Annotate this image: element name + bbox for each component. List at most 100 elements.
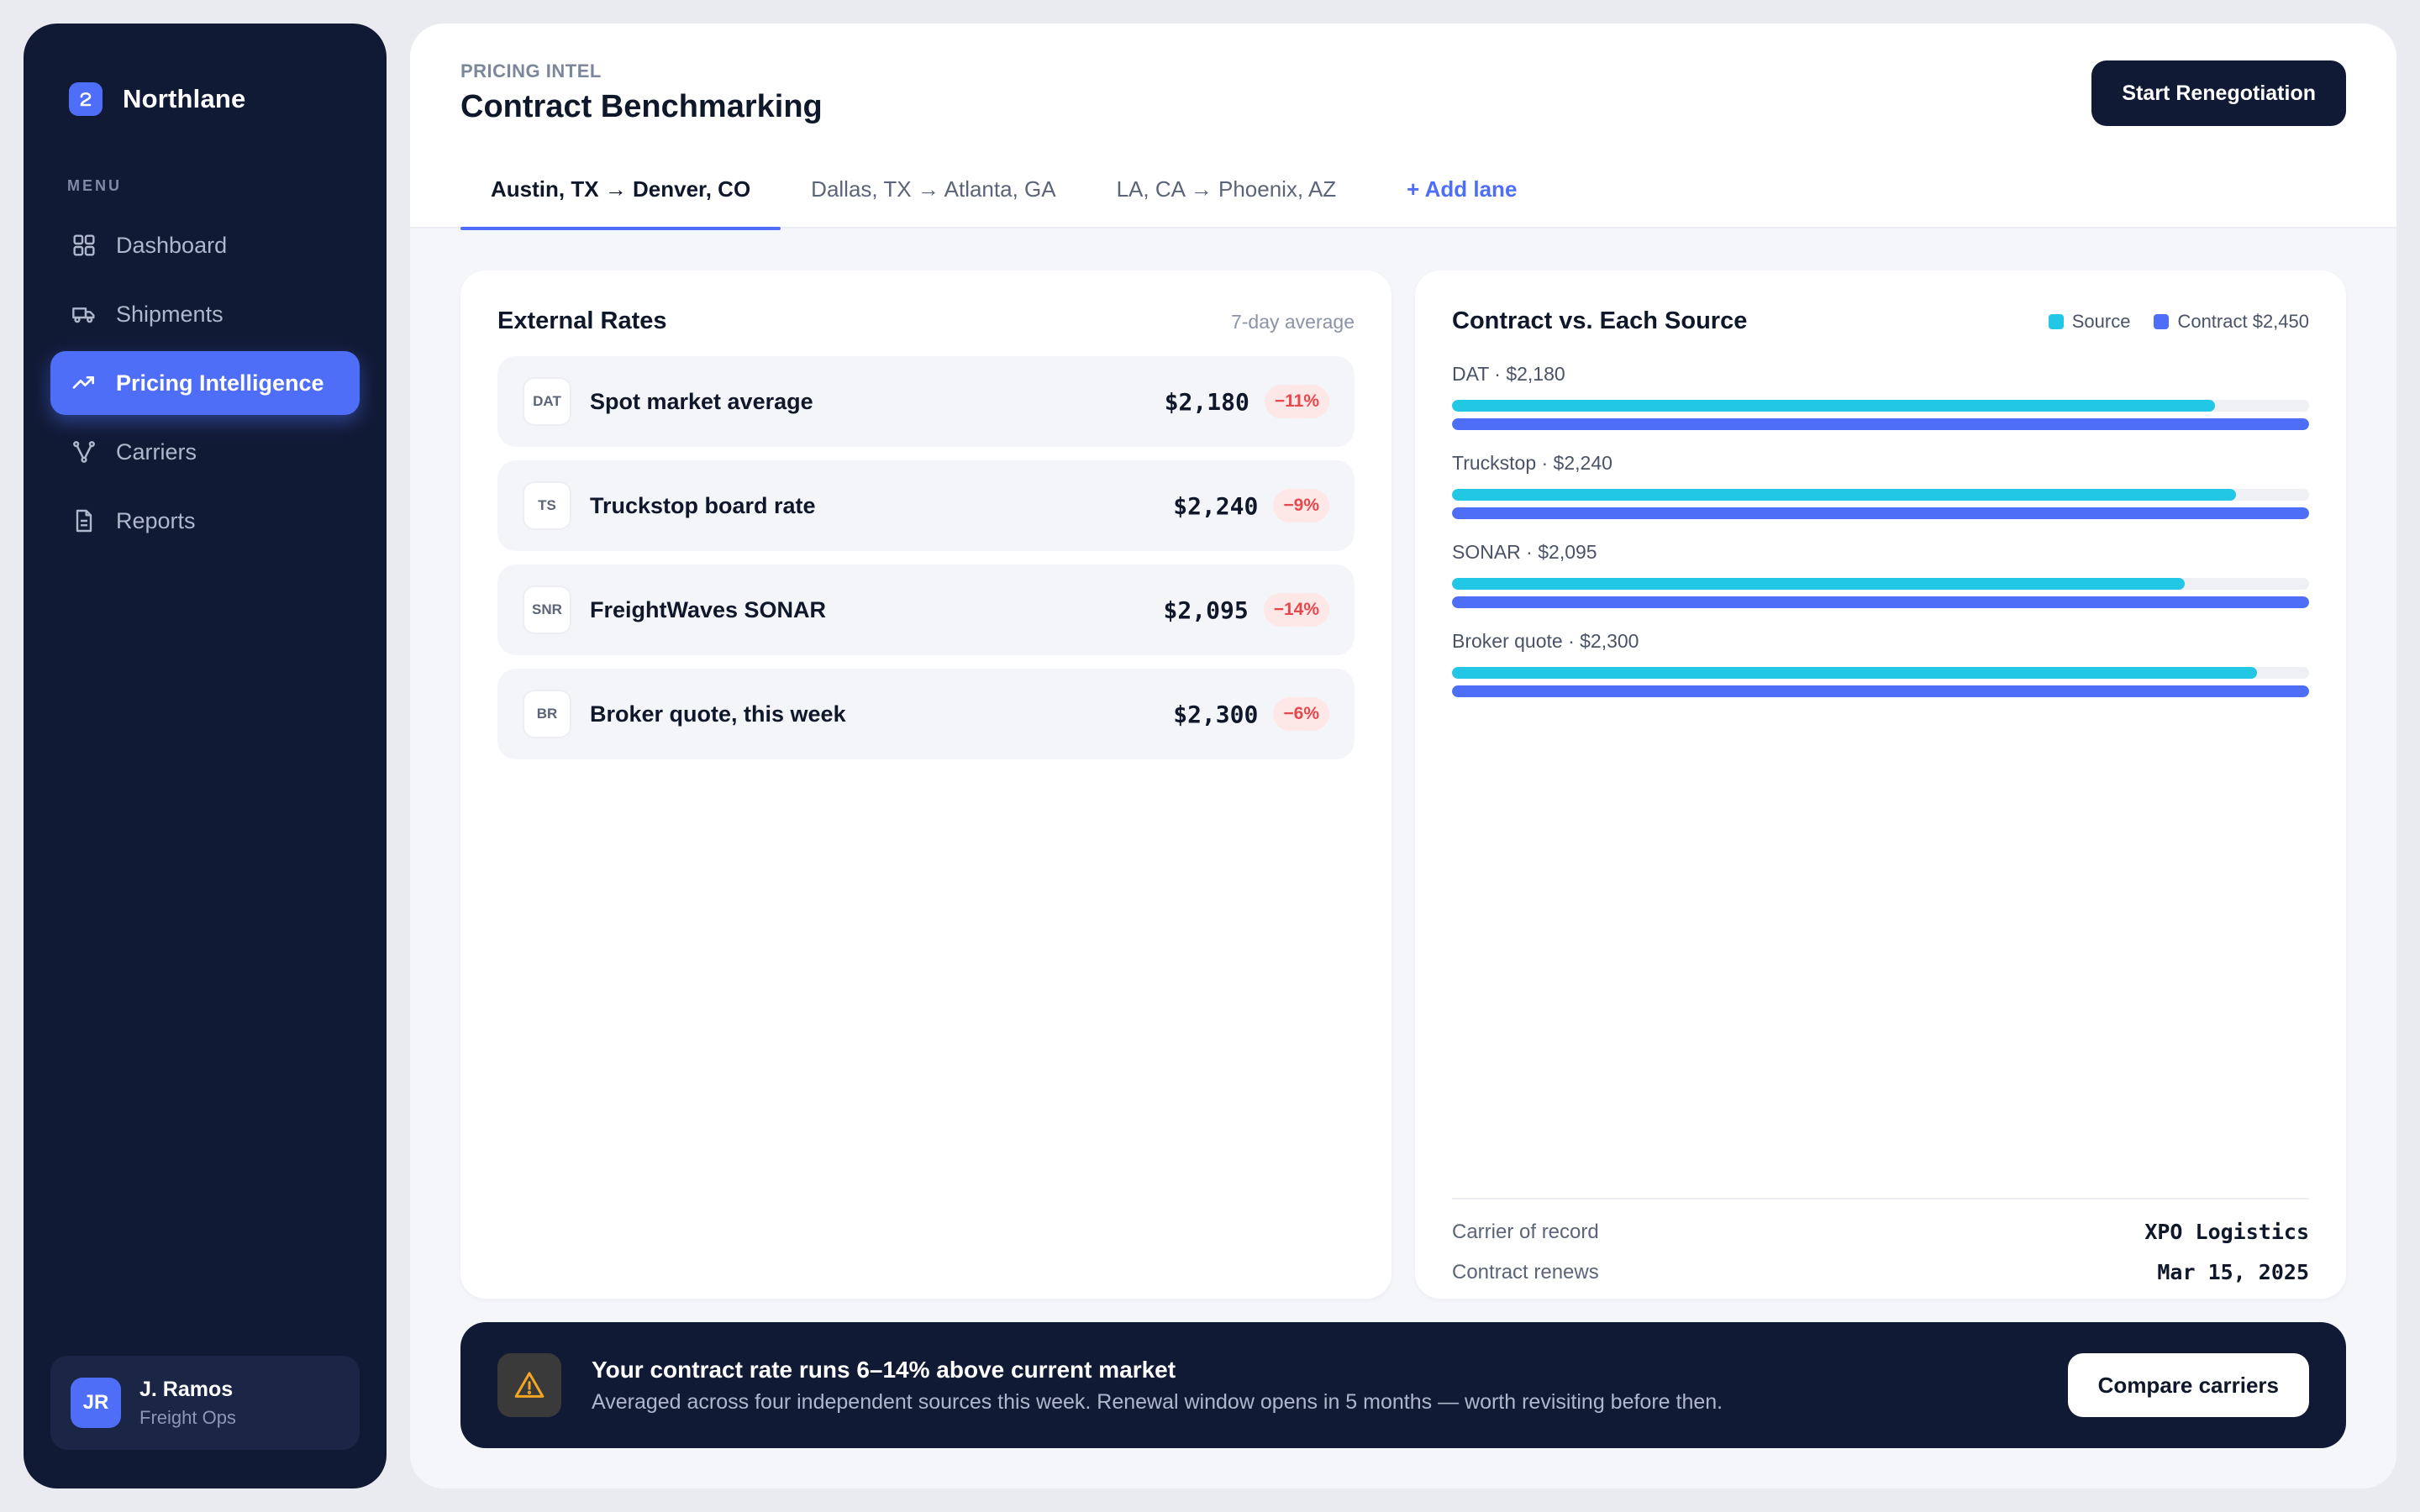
- rate-source-code: DAT: [523, 377, 571, 426]
- sidebar-nav: Dashboard Shipments Pricing Intelligence…: [50, 213, 360, 558]
- sidebar-item-pricing-intelligence[interactable]: Pricing Intelligence: [50, 351, 360, 415]
- sidebar-item-label: Reports: [116, 507, 196, 533]
- alert-title: Your contract rate runs 6–14% above curr…: [592, 1356, 1176, 1383]
- logo-icon: [69, 82, 103, 116]
- rate-source-code: SNR: [523, 585, 571, 634]
- legend-swatch-source: [2048, 314, 2064, 329]
- rate-row-sonar[interactable]: SNR FreightWaves SONAR $2,095 −14%: [497, 564, 1355, 655]
- rate-source-name: Truckstop board rate: [590, 492, 816, 518]
- external-rates-title: External Rates: [497, 307, 667, 334]
- brand[interactable]: Northlane: [69, 82, 245, 116]
- bar-track: [1452, 578, 2309, 590]
- truck-icon: [72, 307, 95, 323]
- carrier-value: XPO Logistics: [2144, 1220, 2309, 1244]
- divider: [1452, 1198, 2309, 1200]
- page-title: Contract Benchmarking: [460, 89, 823, 124]
- bar-group-truckstop: Truckstop · $2,240: [1452, 452, 2309, 541]
- sidebar-item-reports[interactable]: Reports: [50, 489, 360, 553]
- trend-up-icon: [72, 376, 94, 389]
- legend-swatch-contract: [2154, 314, 2170, 329]
- bar-label: Broker quote · $2,300: [1452, 630, 1639, 652]
- sidebar-item-label: Shipments: [116, 301, 224, 327]
- legend-source-label: Source: [2071, 311, 2131, 332]
- rate-delta-badge: −6%: [1273, 697, 1329, 731]
- sidebar-item-shipments[interactable]: Shipments: [50, 282, 360, 346]
- tab-dallas-atlanta[interactable]: Dallas, TX → Atlanta, GA: [811, 176, 1056, 202]
- rate-row-truckstop[interactable]: TS Truckstop board rate $2,240 −9%: [497, 460, 1355, 551]
- alert-text: Your contract rate runs 6–14% above curr…: [592, 1357, 2068, 1415]
- add-lane-button[interactable]: + Add lane: [1407, 176, 1518, 202]
- bar-track: [1452, 489, 2309, 501]
- bar-track: [1452, 418, 2309, 430]
- bar-track: [1452, 507, 2309, 519]
- bar-group-broker-quote: Broker quote · $2,300: [1452, 630, 2309, 719]
- start-renegotiation-button[interactable]: Start Renegotiation: [2091, 60, 2346, 126]
- tab-austin-denver[interactable]: Austin, TX → Denver, CO: [460, 171, 781, 230]
- rate-list: DAT Spot market average $2,180 −11% TS T…: [497, 356, 1355, 773]
- sidebar: Northlane MENU Dashboard Shipments Prici…: [24, 24, 387, 1488]
- carrier-of-record-row: Carrier of record XPO Logistics: [1452, 1220, 2309, 1244]
- network-icon: [73, 441, 95, 463]
- source-bar: [1452, 489, 2236, 501]
- sidebar-item-label: Pricing Intelligence: [116, 370, 324, 396]
- sidebar-item-label: Carriers: [116, 438, 197, 465]
- user-role: Freight Ops: [139, 1406, 236, 1428]
- contract-renews-row: Contract renews Mar 15, 2025: [1452, 1260, 2309, 1284]
- page-eyebrow: PRICING INTEL: [460, 60, 602, 81]
- bar-label: Truckstop · $2,240: [1452, 452, 1612, 474]
- legend-contract-label: Contract $2,450: [2177, 311, 2309, 332]
- rate-source-name: Broker quote, this week: [590, 701, 846, 727]
- avatar: JR: [71, 1378, 121, 1428]
- main-panel: PRICING INTEL Contract Benchmarking Star…: [410, 24, 2396, 1488]
- bar-track: [1452, 667, 2309, 679]
- rate-source-name: FreightWaves SONAR: [590, 596, 827, 622]
- carrier-label: Carrier of record: [1452, 1220, 1599, 1243]
- user-name: J. Ramos: [139, 1377, 234, 1401]
- sidebar-item-carriers[interactable]: Carriers: [50, 420, 360, 484]
- legend-source: Source: [2048, 311, 2131, 333]
- warning-icon: [497, 1353, 561, 1417]
- document-icon: [76, 509, 92, 533]
- comparison-card: Contract vs. Each Source Source Contract…: [1415, 270, 2346, 1299]
- bar-group-sonar: SONAR · $2,095: [1452, 541, 2309, 630]
- rate-source-code: TS: [523, 481, 571, 530]
- contract-bar: [1452, 418, 2309, 430]
- rate-source-name: Spot market average: [590, 388, 813, 414]
- bar-track: [1452, 685, 2309, 697]
- bar-track: [1452, 400, 2309, 412]
- bar-group-dat: DAT · $2,180: [1452, 363, 2309, 452]
- bar-label: SONAR · $2,095: [1452, 541, 1597, 563]
- menu-caption: MENU: [67, 177, 122, 194]
- bar-track: [1452, 596, 2309, 608]
- grid-icon: [73, 234, 95, 256]
- compare-carriers-button[interactable]: Compare carriers: [2067, 1353, 2309, 1417]
- bar-label: DAT · $2,180: [1452, 363, 1565, 385]
- renews-value: Mar 15, 2025: [2157, 1260, 2309, 1284]
- app-name: Northlane: [123, 84, 246, 113]
- renews-label: Contract renews: [1452, 1260, 1599, 1284]
- rate-row-broker[interactable]: BR Broker quote, this week $2,300 −6%: [497, 669, 1355, 759]
- legend-contract: Contract $2,450: [2154, 311, 2309, 333]
- user-card[interactable]: JR J. Ramos Freight Ops: [50, 1356, 360, 1450]
- rate-value: $2,300: [1173, 700, 1259, 728]
- sidebar-item-label: Dashboard: [116, 232, 228, 258]
- market-alert-banner: Your contract rate runs 6–14% above curr…: [460, 1322, 2346, 1448]
- comparison-title: Contract vs. Each Source: [1452, 307, 1748, 334]
- external-rates-card: External Rates 7-day average DAT Spot ma…: [460, 270, 1392, 1299]
- tab-la-phoenix[interactable]: LA, CA → Phoenix, AZ: [1116, 176, 1337, 202]
- rate-delta-badge: −9%: [1273, 489, 1329, 522]
- rate-row-dat[interactable]: DAT Spot market average $2,180 −11%: [497, 356, 1355, 447]
- lane-tabs: Austin, TX → Denver, CO Dallas, TX → Atl…: [460, 171, 1547, 230]
- rate-delta-badge: −14%: [1263, 593, 1329, 627]
- external-rates-note: 7-day average: [1230, 311, 1355, 333]
- sidebar-item-dashboard[interactable]: Dashboard: [50, 213, 360, 277]
- source-bar: [1452, 667, 2257, 679]
- source-bar: [1452, 578, 2186, 590]
- rate-source-code: BR: [523, 690, 571, 738]
- alert-body: Averaged across four independent sources…: [592, 1389, 1723, 1414]
- rate-value: $2,240: [1173, 491, 1259, 520]
- rate-delta-badge: −11%: [1264, 385, 1329, 418]
- rate-value: $2,180: [1164, 387, 1249, 416]
- page-header: PRICING INTEL Contract Benchmarking Star…: [410, 24, 2396, 230]
- contract-bar: [1452, 685, 2309, 697]
